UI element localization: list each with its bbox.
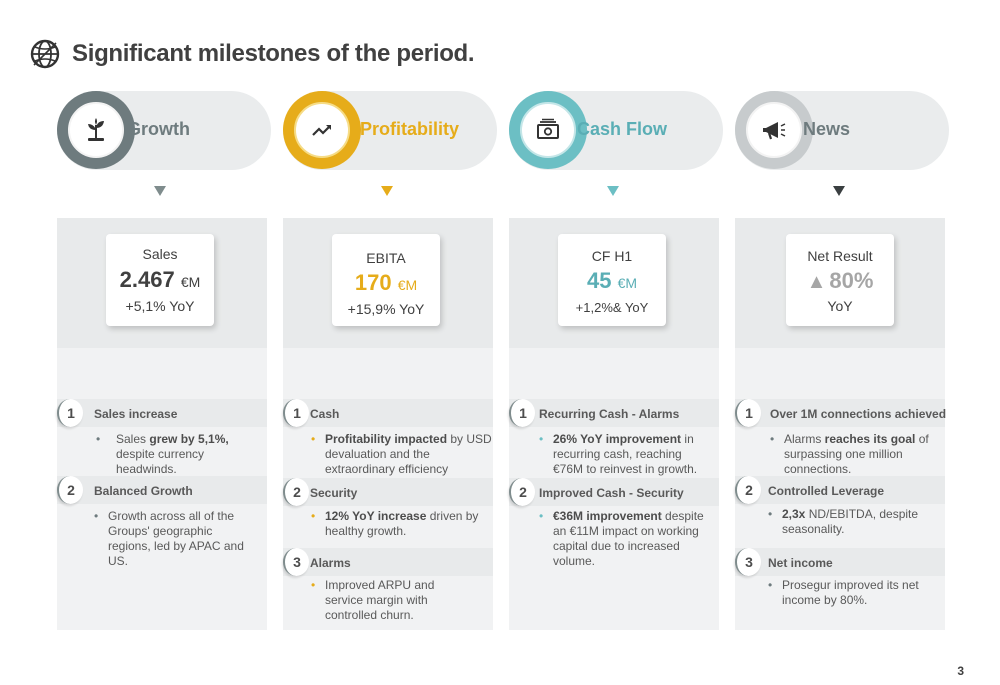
title-row: Significant milestones of the period. <box>30 36 475 72</box>
item-title: Alarms <box>310 556 351 570</box>
kpi-label: EBITA <box>366 250 406 266</box>
item-title: Net income <box>768 556 833 570</box>
header-pill-growth: Growth <box>57 91 271 170</box>
item-head: 2 Security <box>283 478 493 506</box>
trend-up-icon <box>312 125 331 136</box>
number-badge: 2 <box>735 476 761 504</box>
kpi-value: 170 €M <box>354 270 418 295</box>
item-title: Over 1M connections achieved <box>770 407 947 421</box>
item-head: 1 Over 1M connections achieved <box>735 399 947 427</box>
column-cashflow: Cash Flow CF H1 45 €M +1,2%& YoY 1 Recur… <box>509 0 723 685</box>
bullet-text: • Growth across all of the Groups' geogra… <box>94 509 244 568</box>
bullet-text: • 2,3x ND/EBITDA, despite seasonality. <box>768 507 919 536</box>
kpi-card-net-result: Net Result ▲ 80% YoY <box>786 234 894 326</box>
header-label-growth: Growth <box>127 119 190 139</box>
page-number: 3 <box>957 664 964 678</box>
header-label-news: News <box>803 119 851 139</box>
header-pill-profitability: Profitability <box>283 91 497 170</box>
item-head: 3 Alarms <box>283 548 493 576</box>
panel-profitability: EBITA 170 €M +15,9% YoY 1 Cash • Profitab… <box>283 218 493 630</box>
kpi-sub: +1,2%& YoY <box>575 300 649 315</box>
panel-news: Net Result ▲ 80% YoY 1 Over 1M connection… <box>735 218 947 630</box>
bullet-text: • Improved ARPU and service margin with c… <box>311 578 435 622</box>
kpi-card-sales: Sales 2.467 €M +5,1% YoY <box>106 234 214 326</box>
item-head: 1 Sales increase <box>57 399 267 427</box>
plant-icon <box>88 118 104 141</box>
arrow-down-icon <box>833 186 845 196</box>
triangle-up-icon: ▲ <box>806 271 827 293</box>
kpi-value: ▲ 80% <box>806 268 874 293</box>
panel-cashflow: CF H1 45 €M +1,2%& YoY 1 Recurring Cash … <box>509 218 719 630</box>
item-title: Balanced Growth <box>94 484 193 498</box>
arrow-down-icon <box>607 186 619 196</box>
item-head: 2 Improved Cash - Security <box>509 478 719 506</box>
number-badge: 2 <box>509 478 535 506</box>
kpi-value: 2.467 €M <box>119 267 201 292</box>
item-title: Cash <box>310 407 340 421</box>
item-head: 1 Cash <box>283 399 493 427</box>
column-growth: Growth Sales 2.467 €M +5,1% YoY 1 Sales … <box>57 0 271 685</box>
bullet-text: • Alarms reaches its goal of surpassing o… <box>770 432 929 476</box>
item-head: 3 Net income <box>735 548 945 576</box>
header-circle <box>735 91 813 169</box>
item-title: Recurring Cash - Alarms <box>539 407 680 421</box>
arrow-down-icon <box>381 186 393 196</box>
column-news: News Net Result ▲ 80% YoY 1 Over 1M conne… <box>735 0 949 685</box>
bullet-text: • €36M improvement despite an €11M impact… <box>539 509 704 568</box>
kpi-label: Sales <box>142 246 178 262</box>
kpi-label: Net Result <box>807 248 873 264</box>
number-badge: 3 <box>283 548 309 576</box>
number-badge: 1 <box>735 399 761 427</box>
kpi-sub: +15,9% YoY <box>347 301 425 317</box>
cash-icon <box>537 118 559 139</box>
column-profitability: Profitability EBITA 170 €M +15,9% YoY 1 … <box>283 0 497 685</box>
kpi-card-cfh1: CF H1 45 €M +1,2%& YoY <box>558 234 666 326</box>
item-title: Security <box>310 486 358 500</box>
kpi-sub: YoY <box>827 298 853 314</box>
header-label-cashflow: Cash Flow <box>577 119 668 139</box>
bullet-text: • 12% YoY increase driven by healthy grow… <box>311 509 479 538</box>
header-pill-news: News <box>735 91 949 170</box>
arrow-down-icon <box>154 186 166 196</box>
panel-growth: Sales 2.467 €M +5,1% YoY 1 Sales increas… <box>57 218 267 630</box>
item-head: 2 Controlled Leverage <box>735 476 945 504</box>
header-pill-cashflow: Cash Flow <box>509 91 723 170</box>
header-circle <box>283 91 361 169</box>
bullet-text: • 26% YoY improvement in recurring cash, … <box>539 432 698 476</box>
header-circle <box>57 91 135 169</box>
number-badge: 1 <box>509 399 535 427</box>
header-label-profitability: Profitability <box>360 119 460 139</box>
item-title: Improved Cash - Security <box>539 486 684 500</box>
item-head: 2 Balanced Growth <box>57 476 267 504</box>
item-head: 1 Recurring Cash - Alarms <box>509 399 719 427</box>
number-badge: 1 <box>57 399 83 427</box>
item-title: Sales increase <box>94 407 178 421</box>
bullet-text: • Prosegur improved its net income by 80%… <box>768 578 919 607</box>
kpi-label: CF H1 <box>591 248 633 264</box>
item-title: Controlled Leverage <box>768 484 885 498</box>
header-circle <box>509 91 587 169</box>
number-badge: 2 <box>57 476 83 504</box>
page-title: Significant milestones of the period. <box>72 40 475 67</box>
number-badge: 1 <box>283 399 309 427</box>
globe-icon <box>30 39 60 69</box>
number-badge: 2 <box>283 478 309 506</box>
kpi-card-ebita: EBITA 170 €M +15,9% YoY <box>332 234 440 326</box>
number-badge: 3 <box>735 548 761 576</box>
bullet-text: • Sales grew by 5,1%, despite currency he… <box>96 432 229 476</box>
megaphone-icon <box>763 122 786 140</box>
kpi-sub: +5,1% YoY <box>125 298 195 314</box>
kpi-value: 45 €M <box>586 268 638 293</box>
